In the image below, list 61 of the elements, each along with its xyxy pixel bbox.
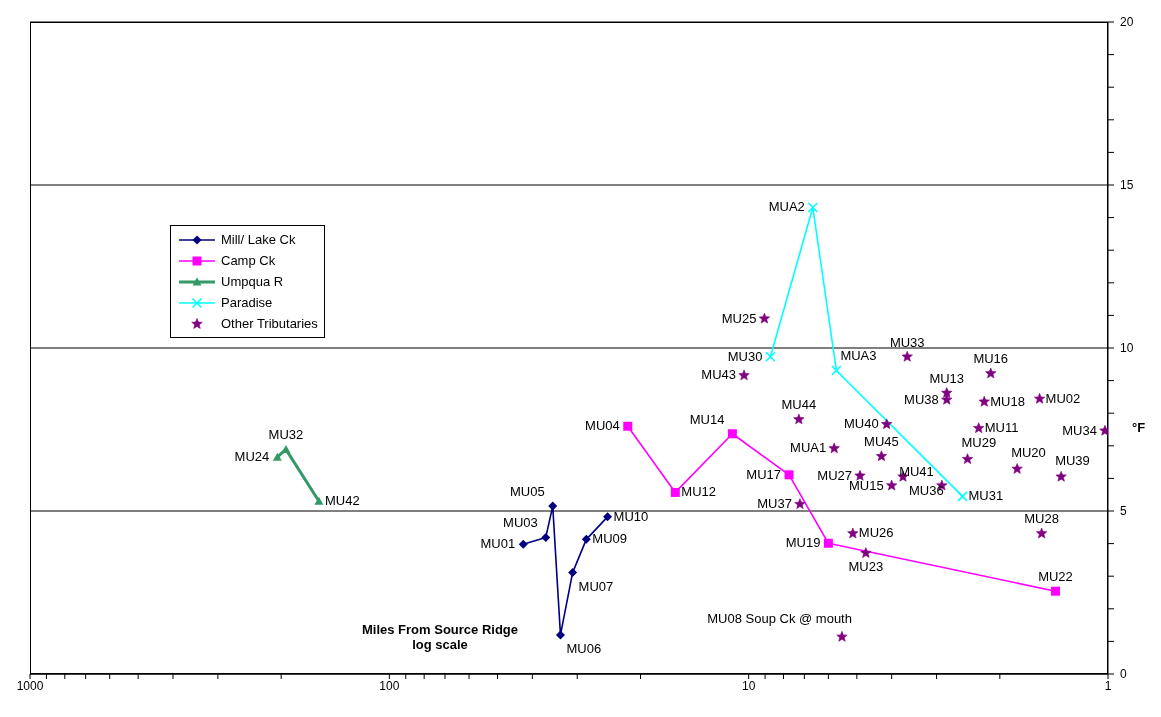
x-tick-label: 1 bbox=[1104, 678, 1112, 693]
annotation: MU22 bbox=[1038, 569, 1073, 585]
annotation: MU38 bbox=[904, 391, 939, 407]
y-tick-label: 20 bbox=[1120, 15, 1134, 29]
annotation: MU34 bbox=[1062, 422, 1097, 438]
annotation: MU24 bbox=[234, 449, 270, 465]
annotation: MU43 bbox=[701, 367, 737, 383]
annotation: MUA3 bbox=[840, 348, 877, 364]
annotation: MU14 bbox=[689, 411, 725, 427]
annotation: MU32 bbox=[268, 427, 304, 443]
legend-label: Other Tributaries bbox=[221, 316, 318, 331]
annotation: MU09 bbox=[592, 531, 628, 547]
annotation: MU30 bbox=[727, 348, 763, 364]
annotation: MU25 bbox=[721, 310, 757, 326]
annotation: MU41 bbox=[899, 463, 934, 479]
annotation: MU06 bbox=[566, 640, 602, 656]
y-tick-label: 5 bbox=[1120, 504, 1127, 518]
annotation: MU08 Soup Ck @ mouth bbox=[707, 610, 852, 626]
annotation: MU31 bbox=[968, 488, 1004, 504]
annotation: MU17 bbox=[746, 466, 782, 482]
annotation: MU42 bbox=[324, 493, 360, 509]
annotation: MU23 bbox=[848, 559, 884, 575]
x-tick-label: 1000 bbox=[16, 678, 44, 693]
annotation: MU20 bbox=[1011, 444, 1046, 460]
annotation: MUA1 bbox=[790, 440, 827, 456]
annotation: MU12 bbox=[681, 484, 717, 500]
annotation: MU10 bbox=[613, 508, 649, 524]
annotation: MU01 bbox=[480, 536, 516, 552]
annotation: MU19 bbox=[785, 535, 821, 551]
annotation: MU05 bbox=[510, 484, 545, 500]
annotation: MU13 bbox=[929, 370, 965, 386]
legend-label: Camp Ck bbox=[221, 253, 276, 268]
annotation: MU16 bbox=[973, 351, 1009, 367]
annotation: MUA2 bbox=[768, 199, 805, 215]
annotation: MU37 bbox=[757, 496, 792, 512]
x-tick-label: 100 bbox=[379, 678, 400, 693]
y-tick-label: 0 bbox=[1120, 667, 1127, 681]
y-tick-label: 15 bbox=[1120, 178, 1134, 192]
y-axis-title: °F bbox=[1132, 419, 1146, 435]
annotation: MU26 bbox=[858, 525, 894, 541]
annotation: MU11 bbox=[984, 420, 1019, 436]
annotation: MU18 bbox=[990, 393, 1025, 409]
annotation: MU44 bbox=[781, 397, 817, 413]
annotation: MU15 bbox=[848, 477, 884, 493]
annotation: MU36 bbox=[908, 482, 944, 498]
annotation: MU28 bbox=[1024, 511, 1059, 527]
x-tick-label: 10 bbox=[741, 678, 756, 693]
x-axis-title: Miles From Source Ridge log scale bbox=[360, 622, 519, 652]
annotation: MU03 bbox=[503, 515, 538, 531]
legend-label: Mill/ Lake Ck bbox=[221, 232, 296, 247]
annotation: MU04 bbox=[585, 418, 620, 434]
annotation: MU29 bbox=[961, 435, 997, 451]
legend-label: Paradise bbox=[221, 295, 273, 310]
annotation: MU02 bbox=[1045, 390, 1081, 406]
annotation: MU33 bbox=[889, 334, 925, 350]
annotation: MU45 bbox=[864, 434, 899, 450]
annotation: MU40 bbox=[843, 416, 879, 432]
annotation: MU07 bbox=[578, 578, 614, 594]
annotation: MU39 bbox=[1055, 452, 1090, 468]
legend-label: Umpqua R bbox=[221, 274, 284, 289]
y-tick-label: 10 bbox=[1120, 341, 1134, 355]
